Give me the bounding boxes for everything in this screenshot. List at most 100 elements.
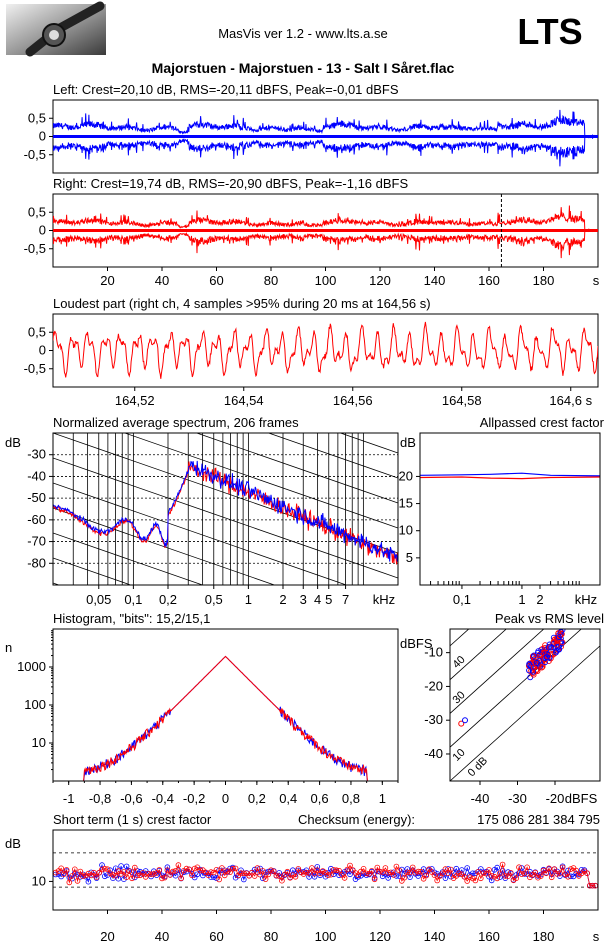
x-tick-label: -0,6 [120,791,142,806]
waveform-upper [53,109,598,137]
x-tick-label: 0,2 [248,791,266,806]
checksum-value: 175 086 281 384 795 [477,812,600,827]
short-crest-point [167,872,174,878]
histogram-axes: 1000 100 10 -1 -0,8 -0,6 -0,4 -0,2 0 0,2 0,4 0,6 0,8… [17,630,399,806]
short-crest-point [507,869,514,876]
short-crest-point [480,870,487,876]
short-crest-point [567,866,574,872]
right-waveform-series [53,194,598,267]
diagonal-label: 10 [451,747,468,764]
loudest-part-frame [52,313,599,388]
short-crest-point [371,876,378,883]
peak-rms-ylabel: dBFS [400,636,433,651]
allpass-right [420,476,600,480]
short-crest-point [134,872,141,879]
allpass-title: Allpassed crest factor [480,415,605,430]
crest-diagonal [450,629,545,714]
short-crest-point [431,872,438,878]
spectrum-axes: -30 -40 -50 -60 -70 -80 0,05 0,1 0,2 0,5 1 2 3 4 5 7 kHz [27,447,395,607]
y-tick-label: -60 [27,512,46,527]
diagonal-label: 40 [451,654,468,671]
short-crest-point [344,866,351,873]
y-tick-label: -0,5 [24,241,46,256]
waveform-upper [53,205,598,231]
short-crest-point [576,871,582,878]
short-crest-point [93,874,100,880]
short-crest-point [486,867,492,873]
y-tick-label: 20 [399,468,413,483]
short-crest-point [118,863,124,869]
short-crest-point [434,877,441,884]
waveform-lower [53,136,598,167]
short-crest-point [382,865,389,871]
x-tick-label: 80 [264,273,278,288]
short-crest-point [518,871,525,877]
short-crest-point [379,869,386,875]
short-crest-point [249,869,255,876]
short-crest-title: Short term (1 s) crest factor [53,812,212,827]
peak-rms-point [526,662,533,668]
short-crest-point [123,874,130,880]
short-crest-point [467,874,473,880]
peak-rms-point [543,654,550,660]
short-crest-point [453,865,460,872]
y-tick-label: -30 [27,447,46,462]
peak-rms-point [539,663,546,670]
y-tick-label: 10 [399,523,413,538]
x-tick-label: 100 [315,929,337,944]
spectrum-slope-line [53,658,398,778]
short-crest-point [66,879,73,886]
short-crest-point [140,870,146,876]
x-tick-label: 164,6 s [549,393,592,408]
short-crest-point [420,875,427,882]
x-tick-label: 7 [342,592,349,607]
short-crest-point [69,873,75,879]
x-tick-label: -0,2 [183,791,205,806]
spectrum-slope-line [53,457,398,579]
x-tick-label: -0,4 [152,791,174,806]
short-crest-frame [52,829,599,911]
short-crest-point [586,882,593,889]
short-crest-point [99,866,105,873]
x-tick-label: 0,05 [86,592,111,607]
short-crest-point [559,864,566,871]
y-tick-label: -30 [424,712,443,727]
short-crest-point [325,872,332,878]
checksum-label: Checksum (energy): [298,812,415,827]
short-crest-point [418,868,424,875]
short-crest-point [63,867,70,873]
y-tick-label: 1000 [17,659,46,674]
y-tick-label: 10 [32,873,46,888]
short-crest-point [189,872,195,879]
short-crest-point [328,871,334,878]
short-crest-point [499,861,506,868]
spectrum-slope-line [53,557,132,585]
short-crest-point [524,864,530,871]
short-crest-point [469,870,476,877]
short-crest-point [178,875,184,882]
y-tick-label: -0,5 [24,147,46,162]
short-crest-point [216,876,223,883]
short-crest-point [77,868,84,875]
logo-photo [6,1,106,57]
short-crest-point [551,866,558,872]
short-crest-point [407,869,413,876]
short-crest-point [546,865,552,872]
short-crest-point [412,869,419,876]
short-crest-point [494,864,501,871]
short-crest-point [314,864,321,870]
x-unit-label: kHz [373,592,395,607]
crest-diagonal [450,629,582,748]
left-waveform-axes: 0,5 0 -0,5 [24,110,53,162]
short-crest-point [270,868,277,875]
short-crest-point [401,874,408,881]
short-crest-point [151,871,157,877]
x-tick-label: 80 [264,929,278,944]
short-crest-point [238,867,244,874]
x-tick-label: 40 [155,273,169,288]
short-crest-point [241,870,247,877]
spectrum-left [53,460,398,562]
x-tick-label: 60 [209,273,223,288]
